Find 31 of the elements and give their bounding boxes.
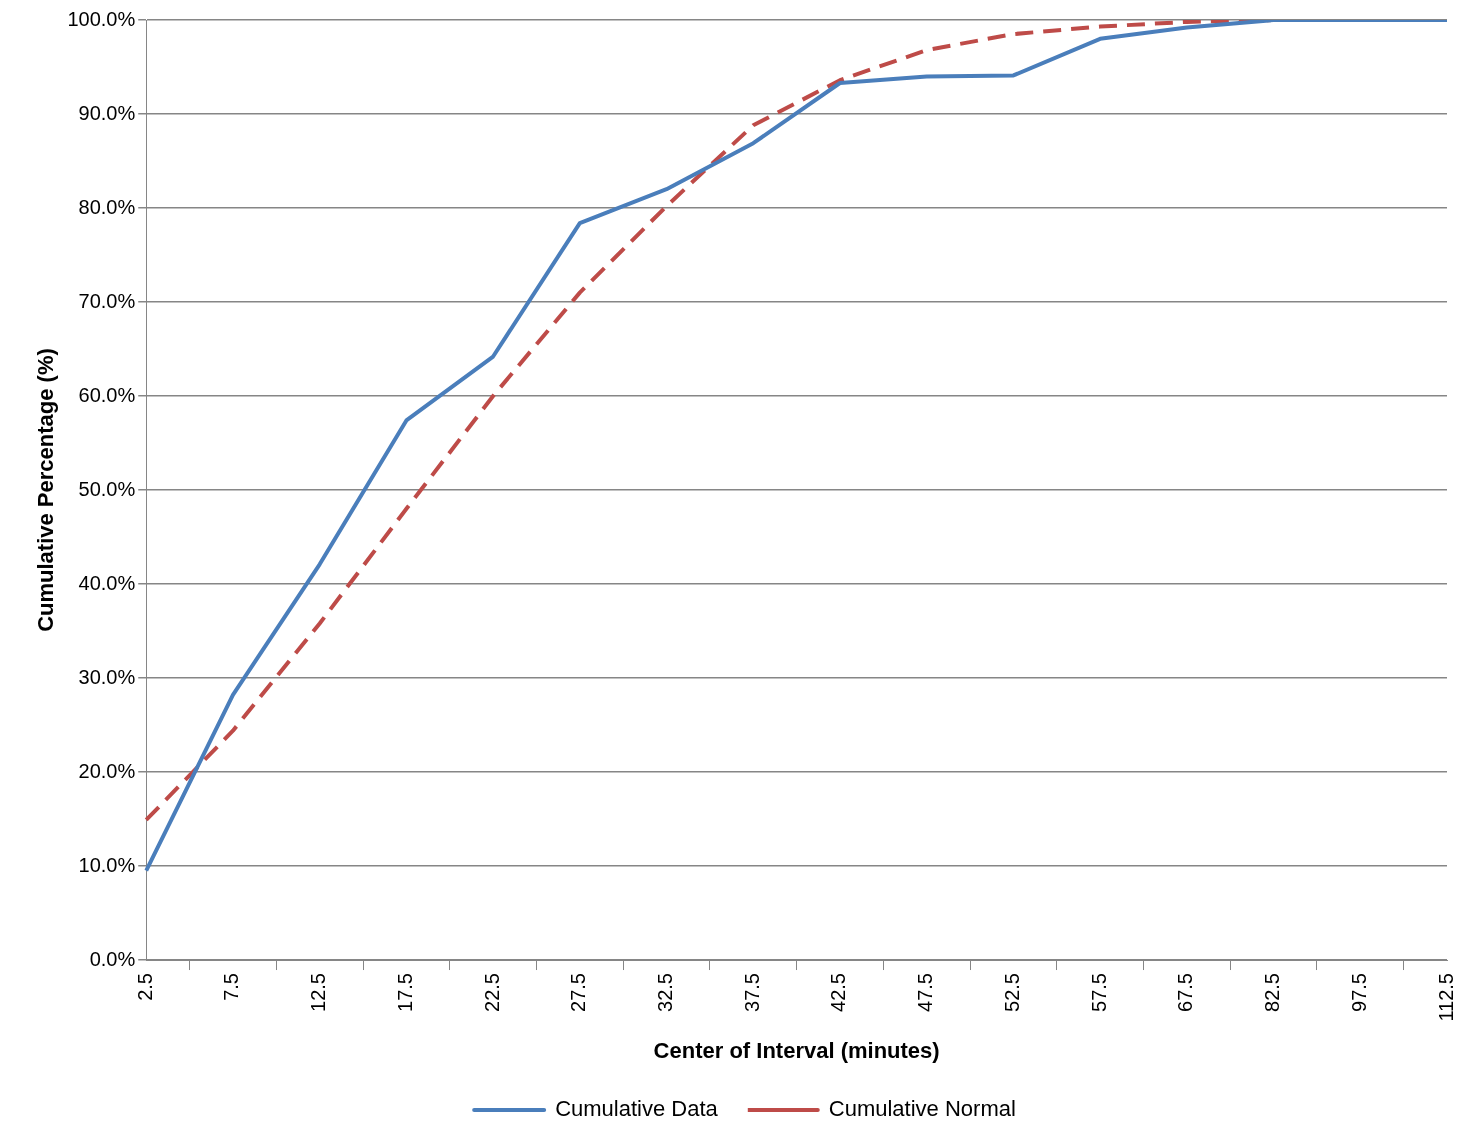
x-tick-label: 7.5 (220, 973, 243, 1001)
x-axis-title: Center of Interval (minutes) (653, 1037, 940, 1063)
x-tick-label: 32.5 (654, 973, 677, 1012)
x-tick-label: 47.5 (914, 973, 937, 1012)
y-tick-label: 100.0% (67, 7, 136, 30)
y-tick-label: 80.0% (78, 195, 136, 218)
legend-label: Cumulative Data (555, 1096, 719, 1122)
y-tick-label: 0.0% (89, 947, 136, 970)
x-tick-label: 57.5 (1087, 973, 1110, 1012)
x-tick-label: 42.5 (827, 973, 850, 1012)
x-tick-label: 97.5 (1347, 973, 1370, 1012)
y-tick-label: 70.0% (78, 289, 136, 312)
x-tick-label: 2.5 (133, 973, 156, 1001)
x-tick-label: 82.5 (1261, 973, 1284, 1012)
x-tick-label: 27.5 (567, 973, 590, 1012)
x-tick-label: 37.5 (740, 973, 763, 1012)
y-tick-label: 20.0% (78, 759, 136, 782)
y-tick-label: 10.0% (78, 853, 136, 876)
y-axis-title: Cumulative Percentage (%) (33, 348, 59, 632)
x-tick-label: 52.5 (1000, 973, 1023, 1012)
y-tick-label: 50.0% (78, 477, 136, 500)
y-tick-label: 60.0% (78, 383, 136, 406)
y-tick-label: 40.0% (78, 571, 136, 594)
legend-label: Cumulative Normal (828, 1096, 1016, 1122)
x-tick-label: 12.5 (307, 973, 330, 1012)
y-tick-label: 90.0% (78, 101, 136, 124)
y-tick-label: 30.0% (78, 665, 136, 688)
x-tick-label: 112.5 (1434, 973, 1457, 1022)
x-tick-label: 17.5 (393, 973, 416, 1012)
x-tick-label: 22.5 (480, 973, 503, 1012)
x-tick-label: 67.5 (1174, 973, 1197, 1012)
